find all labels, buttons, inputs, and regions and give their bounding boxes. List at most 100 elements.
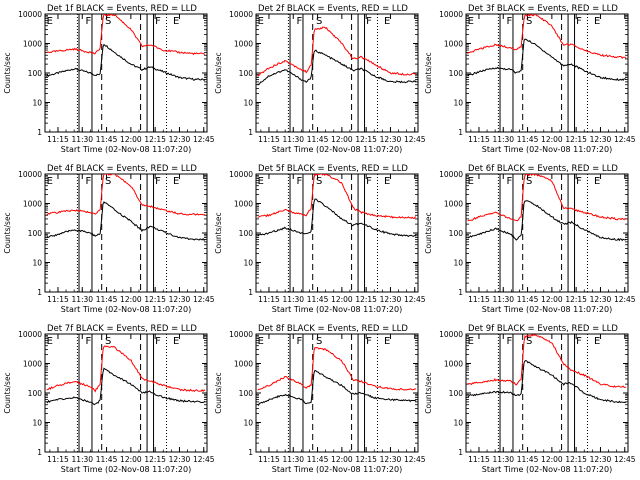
- y-tick-label: 10000: [229, 330, 253, 339]
- x-tick-label: 11:15: [258, 455, 280, 464]
- plot-frame: [255, 13, 419, 133]
- x-tick-label: 12:15: [144, 135, 166, 144]
- region-marker-s: S: [105, 176, 111, 187]
- time-markers: [497, 334, 588, 452]
- y-tick-label: 1: [248, 288, 253, 297]
- x-tick-label: 11:30: [71, 295, 93, 304]
- x-tick-label: 11:45: [517, 295, 539, 304]
- x-tick-label: 11:45: [96, 295, 118, 304]
- panel-title: Det 3f BLACK = Events, RED = LLD: [468, 4, 618, 14]
- y-axis-label: Counts/sec: [214, 52, 223, 93]
- y-tick-label: 100: [28, 389, 43, 398]
- series-events-line: [467, 360, 627, 404]
- region-marker-f: F: [86, 16, 92, 27]
- series-events-line: [467, 200, 627, 242]
- y-tick-label: 1: [37, 448, 42, 457]
- series-lld-line: [257, 174, 417, 220]
- series-lld-line: [467, 174, 627, 222]
- region-marker-s: S: [316, 336, 322, 347]
- region-marker-e: E: [173, 16, 179, 27]
- y-tick-label: 100: [449, 229, 464, 238]
- region-marker-e: E: [468, 176, 474, 187]
- x-tick-label: 12:00: [331, 135, 353, 144]
- x-tick-label: 12:15: [565, 135, 587, 144]
- y-axis-label: Counts/sec: [214, 372, 223, 413]
- panel-title: Det 1f BLACK = Events, RED = LLD: [47, 4, 197, 14]
- series-lld-line: [46, 345, 206, 393]
- series-events-line: [257, 49, 417, 86]
- panel-det-3: Det 3f BLACK = Events, RED = LLD 1 10 100 10…: [424, 4, 636, 154]
- y-tick-label: 100: [239, 229, 254, 238]
- series-lld-line: [257, 346, 417, 391]
- region-marker-e: E: [47, 176, 53, 187]
- x-tick-label: 11:30: [282, 455, 304, 464]
- panel-title: Det 7f BLACK = Events, RED = LLD: [47, 324, 197, 334]
- panel-det-2: Det 2f BLACK = Events, RED = LLD 1 10 100 10…: [214, 4, 426, 154]
- panel-det-6: Det 6f BLACK = Events, RED = LLD 1 10 100 10…: [424, 164, 636, 314]
- x-tick-label: 12:45: [404, 455, 426, 464]
- region-marker-f: F: [86, 176, 92, 187]
- y-axis-label: Counts/sec: [424, 212, 433, 253]
- panel-title: Det 4f BLACK = Events, RED = LLD: [47, 164, 197, 174]
- x-tick-label: 12:45: [614, 295, 636, 304]
- y-tick-label: 100: [28, 229, 43, 238]
- region-marker-s: S: [526, 16, 532, 27]
- x-tick-label: 12:30: [380, 455, 402, 464]
- panel-title: Det 8f BLACK = Events, RED = LLD: [258, 324, 408, 334]
- region-marker-e: E: [258, 16, 264, 27]
- y-tick-label: 100: [239, 69, 254, 78]
- y-tick-label: 1: [458, 128, 463, 137]
- x-tick-label: 11:45: [307, 455, 329, 464]
- region-marker-f: F: [366, 176, 372, 187]
- x-tick-label: 11:45: [307, 135, 329, 144]
- x-tick-label: 12:00: [331, 295, 353, 304]
- plot-frame: [44, 13, 208, 133]
- y-tick-label: 10: [32, 99, 42, 108]
- y-tick-label: 1: [248, 128, 253, 137]
- series-group: [46, 345, 206, 406]
- x-axis-label: Start Time (02-Nov-08 11:07:20): [482, 305, 612, 314]
- region-marker-e: E: [594, 336, 600, 347]
- region-marker-f: F: [297, 336, 303, 347]
- region-marker-s: S: [105, 336, 111, 347]
- x-tick-label: 11:15: [47, 295, 69, 304]
- region-marker-e: E: [594, 176, 600, 187]
- x-tick-label: 12:45: [404, 295, 426, 304]
- region-marker-f: F: [576, 176, 582, 187]
- y-tick-label: 10: [243, 259, 253, 268]
- series-events-line: [46, 201, 206, 241]
- series-group: [257, 26, 417, 86]
- y-tick-label: 1000: [234, 40, 253, 49]
- x-tick-label: 12:30: [380, 135, 402, 144]
- y-axis-label: Counts/sec: [3, 372, 12, 413]
- region-marker-s: S: [526, 176, 532, 187]
- x-tick-label: 11:45: [307, 295, 329, 304]
- panel-title: Det 6f BLACK = Events, RED = LLD: [468, 164, 618, 174]
- panel-det-5: Det 5f BLACK = Events, RED = LLD 1 10 100 10…: [214, 164, 426, 314]
- region-marker-s: S: [316, 16, 322, 27]
- y-axis-label: Counts/sec: [214, 212, 223, 253]
- series-group: [46, 174, 206, 241]
- x-tick-label: 12:30: [590, 455, 612, 464]
- x-tick-label: 11:30: [282, 135, 304, 144]
- series-lld-line: [46, 174, 206, 216]
- x-axis-label: Start Time (02-Nov-08 11:07:20): [482, 145, 612, 154]
- region-marker-e: E: [258, 336, 264, 347]
- region-marker-f: F: [366, 336, 372, 347]
- series-group: [257, 346, 417, 406]
- time-markers: [287, 334, 378, 452]
- x-tick-label: 12:00: [120, 135, 142, 144]
- x-axis-label: Start Time (02-Nov-08 11:07:20): [272, 145, 402, 154]
- x-tick-label: 12:45: [404, 135, 426, 144]
- y-tick-label: 10: [453, 99, 463, 108]
- x-tick-label: 11:15: [468, 135, 490, 144]
- series-events-line: [46, 367, 206, 406]
- y-tick-label: 1: [248, 448, 253, 457]
- region-marker-e: E: [258, 176, 264, 187]
- x-tick-label: 12:15: [355, 135, 377, 144]
- x-tick-label: 12:30: [169, 295, 191, 304]
- x-tick-label: 12:15: [565, 455, 587, 464]
- plot-frame: [465, 13, 629, 133]
- x-axis-label: Start Time (02-Nov-08 11:07:20): [272, 465, 402, 474]
- y-tick-label: 10: [453, 259, 463, 268]
